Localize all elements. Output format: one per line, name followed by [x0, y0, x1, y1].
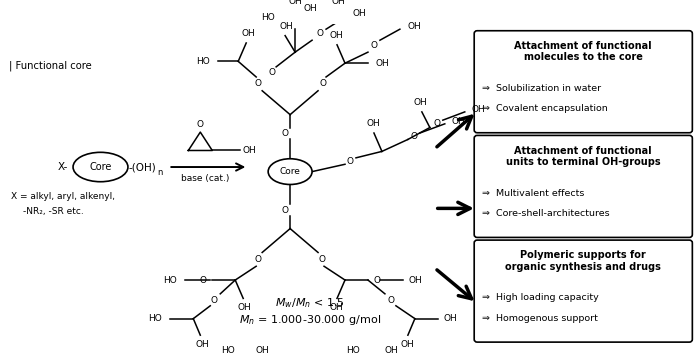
- Text: | Functional core: | Functional core: [8, 61, 91, 71]
- Text: O: O: [254, 255, 261, 265]
- Text: Polymeric supports for
organic synthesis and drugs: Polymeric supports for organic synthesis…: [505, 250, 661, 272]
- Text: OH: OH: [289, 0, 302, 6]
- Text: O: O: [282, 129, 289, 137]
- Text: n: n: [158, 168, 163, 177]
- Text: ⇒  Solubilization in water: ⇒ Solubilization in water: [482, 84, 602, 93]
- Text: Attachment of functional
units to terminal OH-groups: Attachment of functional units to termin…: [506, 146, 661, 167]
- Text: OH: OH: [303, 4, 317, 12]
- Text: HO: HO: [261, 13, 275, 22]
- Ellipse shape: [73, 152, 128, 182]
- Text: HO: HO: [197, 57, 210, 66]
- Text: O: O: [268, 68, 275, 77]
- FancyBboxPatch shape: [474, 135, 692, 237]
- Text: O: O: [210, 296, 217, 305]
- Text: ⇒  High loading capacity: ⇒ High loading capacity: [482, 293, 599, 303]
- Text: O: O: [374, 276, 381, 284]
- Text: OH: OH: [329, 303, 343, 312]
- Text: OH: OH: [444, 314, 457, 323]
- Text: O: O: [388, 296, 395, 305]
- Text: O: O: [370, 41, 378, 50]
- Text: OH: OH: [331, 0, 345, 6]
- Text: OH: OH: [353, 9, 367, 18]
- Text: OH: OH: [408, 22, 422, 31]
- Text: O: O: [411, 132, 418, 141]
- Text: O: O: [316, 29, 323, 38]
- Text: HO: HO: [222, 346, 235, 355]
- Text: OH: OH: [452, 116, 466, 126]
- FancyBboxPatch shape: [474, 240, 692, 342]
- Text: OH: OH: [243, 146, 256, 155]
- Text: -(OH): -(OH): [128, 162, 156, 172]
- Text: Core: Core: [89, 162, 112, 172]
- Text: ⇒  Core-shell-architectures: ⇒ Core-shell-architectures: [482, 209, 610, 218]
- Text: HO: HO: [148, 314, 162, 323]
- Text: $\mathit{M_w/M_n}$ < 1.5: $\mathit{M_w/M_n}$ < 1.5: [275, 296, 345, 310]
- Text: OH: OH: [376, 59, 390, 68]
- Text: -NR₂, -SR etc.: -NR₂, -SR etc.: [22, 206, 84, 216]
- Text: base (cat.): base (cat.): [181, 174, 229, 183]
- FancyBboxPatch shape: [474, 31, 692, 133]
- Text: Attachment of functional
molecules to the core: Attachment of functional molecules to th…: [514, 41, 652, 62]
- Text: OH: OH: [385, 346, 399, 355]
- Text: ⇒  Covalent encapsulation: ⇒ Covalent encapsulation: [482, 104, 608, 113]
- Text: HO: HO: [164, 276, 177, 284]
- Text: O: O: [319, 79, 327, 88]
- Text: O: O: [434, 119, 441, 128]
- Text: O: O: [282, 206, 289, 215]
- Text: $\mathit{M_n}$ = 1.000-30.000 g/mol: $\mathit{M_n}$ = 1.000-30.000 g/mol: [239, 314, 381, 328]
- Text: O: O: [319, 255, 325, 265]
- Text: OH: OH: [238, 303, 251, 312]
- Text: OH: OH: [329, 31, 343, 40]
- Text: OH: OH: [400, 340, 414, 349]
- Text: X = alkyl, aryl, alkenyl,: X = alkyl, aryl, alkenyl,: [10, 192, 115, 201]
- Text: O: O: [254, 79, 261, 88]
- Text: OH: OH: [409, 276, 422, 284]
- Text: ⇒  Homogenous support: ⇒ Homogenous support: [482, 314, 598, 323]
- Text: O: O: [197, 120, 204, 129]
- Text: OH: OH: [195, 340, 209, 349]
- Ellipse shape: [268, 159, 312, 184]
- Text: Core: Core: [279, 167, 300, 176]
- Text: OH: OH: [472, 105, 486, 114]
- Text: X-: X-: [58, 162, 68, 172]
- Text: OH: OH: [279, 22, 293, 31]
- Text: OH: OH: [241, 29, 255, 38]
- Text: OH: OH: [255, 346, 269, 355]
- Text: O: O: [199, 276, 206, 284]
- Text: HO: HO: [346, 346, 360, 355]
- Text: ⇒  Multivalent effects: ⇒ Multivalent effects: [482, 189, 585, 198]
- Text: OH: OH: [366, 119, 380, 128]
- Text: O: O: [346, 157, 353, 166]
- Text: OH: OH: [414, 98, 428, 107]
